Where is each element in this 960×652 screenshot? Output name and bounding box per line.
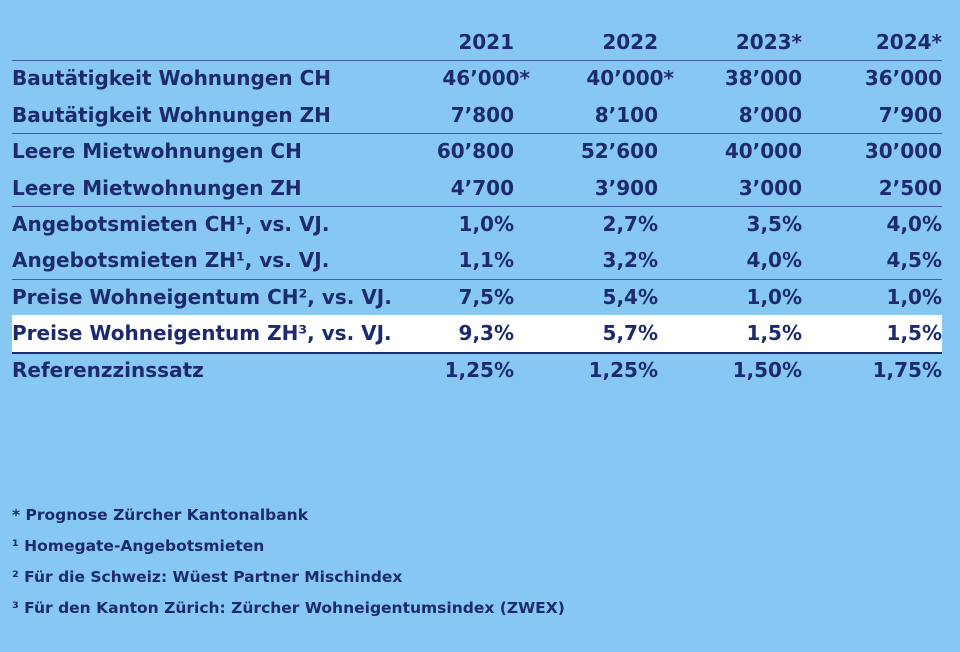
row-label: Leere Mietwohnungen CH [12, 139, 302, 164]
table-cell: 1,5% [886, 321, 942, 346]
table-cell: 1,0% [886, 284, 942, 309]
table-cell: 3’900 [594, 175, 658, 200]
table-cell: 1,75% [872, 357, 942, 382]
table-row: Angebotsmieten ZH¹, vs. VJ. 1,1% 3,2% 4,0% 4… [12, 242, 942, 278]
table-cell: 3,5% [746, 211, 802, 236]
table-cell: 7’800 [450, 102, 514, 127]
table-cell: 1,0% [458, 211, 514, 236]
table-cell: 3,2% [602, 248, 658, 273]
table-cell: 38’000 [724, 66, 802, 91]
table-body: Bautätigkeit Wohnungen CH 46’000* 40’000* 3… [12, 60, 942, 388]
table-row: Leere Mietwohnungen ZH 4’700 3’900 3’000 2’5… [12, 170, 942, 206]
table-cell: 36’000 [864, 66, 942, 91]
row-label: Angebotsmieten CH¹, vs. VJ. [12, 211, 330, 236]
table-cell: 60’800 [436, 139, 514, 164]
row-divider [12, 278, 942, 280]
table-row: Leere Mietwohnungen CH 60’800 52’600 40’000… [12, 133, 942, 169]
table-cell: 30’000 [864, 139, 942, 164]
table-cell: 1,0% [746, 284, 802, 309]
table-cell: 5,4% [602, 284, 658, 309]
table-cell: 2,7% [602, 211, 658, 236]
column-header-2022: 2022 [602, 30, 658, 54]
table-row: Angebotsmieten CH¹, vs. VJ. 1,0% 2,7% 3,5% 4… [12, 205, 942, 242]
table-row: Bautätigkeit Wohnungen ZH 7’800 8’100 8’000… [12, 97, 942, 133]
table-cell: 40’000 [724, 139, 802, 164]
table-row: Preise Wohneigentum CH², vs. VJ. 7,5% 5,4%… [12, 278, 942, 315]
data-table: 2021 2022 2023* 2024* Bautätigkeit Wohnu… [12, 24, 942, 388]
table-cell: 1,25% [444, 357, 514, 382]
row-divider [12, 205, 942, 207]
table-cell: 3’000 [738, 175, 802, 200]
table-cell: 8’100 [594, 102, 658, 127]
row-label: Preise Wohneigentum ZH³, vs. VJ. [12, 321, 392, 346]
table-cell: 2’500 [878, 175, 942, 200]
footnote-2: ² Für die Schweiz: Wüest Partner Mischin… [12, 568, 403, 586]
table-cell: 4,0% [746, 248, 802, 273]
footnote-1: ¹ Homegate-Angebotsmieten [12, 537, 265, 555]
table-cell: 1,1% [458, 248, 514, 273]
table-cell: 7’900 [878, 102, 942, 127]
table-row: Referenzzinssatz 1,25% 1,25% 1,50% 1,75% [12, 351, 942, 388]
table-cell: 4’700 [450, 175, 514, 200]
table-cell: 4,5% [886, 248, 942, 273]
table-cell: 46’000* [442, 66, 530, 91]
table-cell: 5,7% [602, 321, 658, 346]
table-row: Bautätigkeit Wohnungen CH 46’000* 40’000* 3… [12, 60, 942, 96]
row-divider [12, 133, 942, 135]
table-cell: 4,0% [886, 211, 942, 236]
column-header-2024: 2024* [875, 30, 942, 54]
table-row: Preise Wohneigentum ZH³, vs. VJ. 9,3% 5,7%… [12, 315, 942, 352]
row-label: Referenzzinssatz [12, 357, 204, 382]
row-label: Angebotsmieten ZH¹, vs. VJ. [12, 248, 330, 273]
table-cell: 7,5% [458, 284, 514, 309]
row-divider [12, 351, 942, 354]
row-label: Preise Wohneigentum CH², vs. VJ. [12, 284, 392, 309]
footnote-3: ³ Für den Kanton Zürich: Zürcher Wohneig… [12, 599, 565, 617]
table-cell: 1,5% [746, 321, 802, 346]
row-label: Bautätigkeit Wohnungen ZH [12, 102, 331, 127]
column-header-2021: 2021 [458, 30, 514, 54]
table-cell: 1,50% [732, 357, 802, 382]
row-label: Bautätigkeit Wohnungen CH [12, 66, 332, 91]
table-cell: 9,3% [458, 321, 514, 346]
table-header-row: 2021 2022 2023* 2024* [12, 24, 942, 60]
table-cell: 52’600 [580, 139, 658, 164]
footnotes: * Prognose Zürcher Kantonalbank ¹ Homega… [12, 500, 565, 624]
row-label: Leere Mietwohnungen ZH [12, 175, 302, 200]
table-cell: 8’000 [738, 102, 802, 127]
table-cell: 1,25% [588, 357, 658, 382]
column-header-2023: 2023* [735, 30, 802, 54]
footnote-prognose: * Prognose Zürcher Kantonalbank [12, 506, 309, 524]
row-divider [12, 60, 942, 62]
table-cell: 40’000* [586, 66, 674, 91]
